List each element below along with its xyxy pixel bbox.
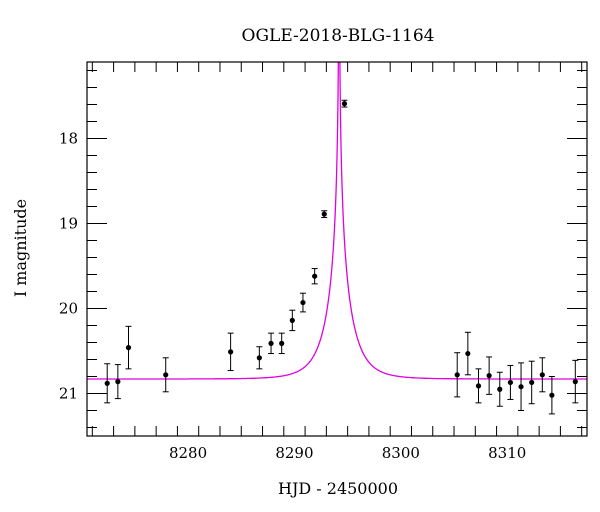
data-point (300, 299, 306, 306)
data-point (475, 383, 482, 389)
data-point (321, 211, 327, 217)
y-tick-label: 19 (59, 215, 78, 233)
data-point (539, 372, 545, 378)
data-point (518, 384, 524, 390)
x-axis-label: HJD - 2450000 (278, 479, 398, 498)
x-tick-label: 8310 (488, 444, 526, 462)
data-point (486, 373, 492, 379)
data-point (529, 379, 535, 386)
data-point (312, 273, 318, 279)
data-point (289, 317, 295, 323)
chart-title: OGLE-2018-BLG-1164 (242, 26, 435, 46)
data-point (228, 349, 234, 355)
data-point (115, 379, 121, 385)
y-tick-label: 18 (59, 130, 78, 148)
data-point (163, 372, 169, 378)
data-point (279, 340, 285, 346)
data-point (549, 392, 555, 398)
data-point (125, 345, 132, 351)
model-curve (87, 62, 587, 380)
data-point (465, 350, 471, 357)
data-point (454, 372, 460, 378)
data-point (256, 355, 262, 361)
y-tick-label: 20 (59, 300, 78, 318)
data-point (268, 340, 274, 346)
data-point (497, 386, 503, 392)
x-tick-label: 8280 (169, 444, 207, 462)
data-point (341, 101, 348, 107)
data-point (104, 380, 110, 386)
x-tick-label: 8300 (382, 444, 420, 462)
data-point (507, 379, 514, 386)
plot-frame (86, 61, 588, 437)
data-point (572, 379, 578, 385)
x-tick-label: 8290 (275, 444, 313, 462)
y-axis-label: I magnitude (11, 199, 30, 297)
y-tick-label: 21 (59, 385, 78, 403)
